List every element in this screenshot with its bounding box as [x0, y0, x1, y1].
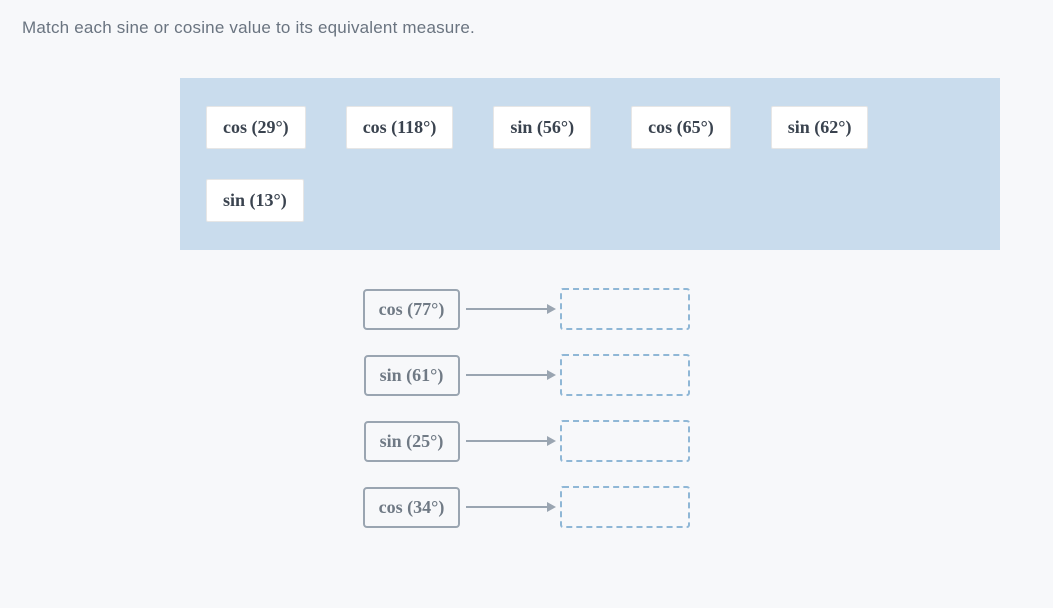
tile-sin-56[interactable]: sin (56°): [493, 106, 591, 149]
prompt-cos-77: cos (77°): [363, 289, 461, 330]
tile-cos-118[interactable]: cos (118°): [346, 106, 454, 149]
draggable-tile-pool: cos (29°) cos (118°) sin (56°) cos (65°)…: [180, 78, 1000, 250]
arrow-icon: [466, 506, 556, 508]
match-row-2: sin (61°): [364, 354, 690, 396]
tile-cos-29[interactable]: cos (29°): [206, 106, 306, 149]
arrow-icon: [466, 374, 556, 376]
tile-cos-65[interactable]: cos (65°): [631, 106, 731, 149]
tile-sin-62[interactable]: sin (62°): [771, 106, 869, 149]
tile-sin-13[interactable]: sin (13°): [206, 179, 304, 222]
prompt-sin-61: sin (61°): [364, 355, 460, 396]
drop-zone-4[interactable]: [560, 486, 690, 528]
pool-row-1: cos (29°) cos (118°) sin (56°) cos (65°)…: [206, 106, 974, 149]
pool-row-2: sin (13°): [206, 179, 974, 222]
match-row-4: cos (34°): [363, 486, 691, 528]
match-area: cos (77°) sin (61°) sin (25°) cos (34°): [0, 288, 1053, 528]
prompt-cos-34: cos (34°): [363, 487, 461, 528]
arrow-icon: [466, 308, 556, 310]
instruction-text: Match each sine or cosine value to its e…: [0, 0, 1053, 38]
drop-zone-1[interactable]: [560, 288, 690, 330]
prompt-sin-25: sin (25°): [364, 421, 460, 462]
drop-zone-2[interactable]: [560, 354, 690, 396]
match-row-1: cos (77°): [363, 288, 691, 330]
arrow-icon: [466, 440, 556, 442]
drop-zone-3[interactable]: [560, 420, 690, 462]
match-row-3: sin (25°): [364, 420, 690, 462]
